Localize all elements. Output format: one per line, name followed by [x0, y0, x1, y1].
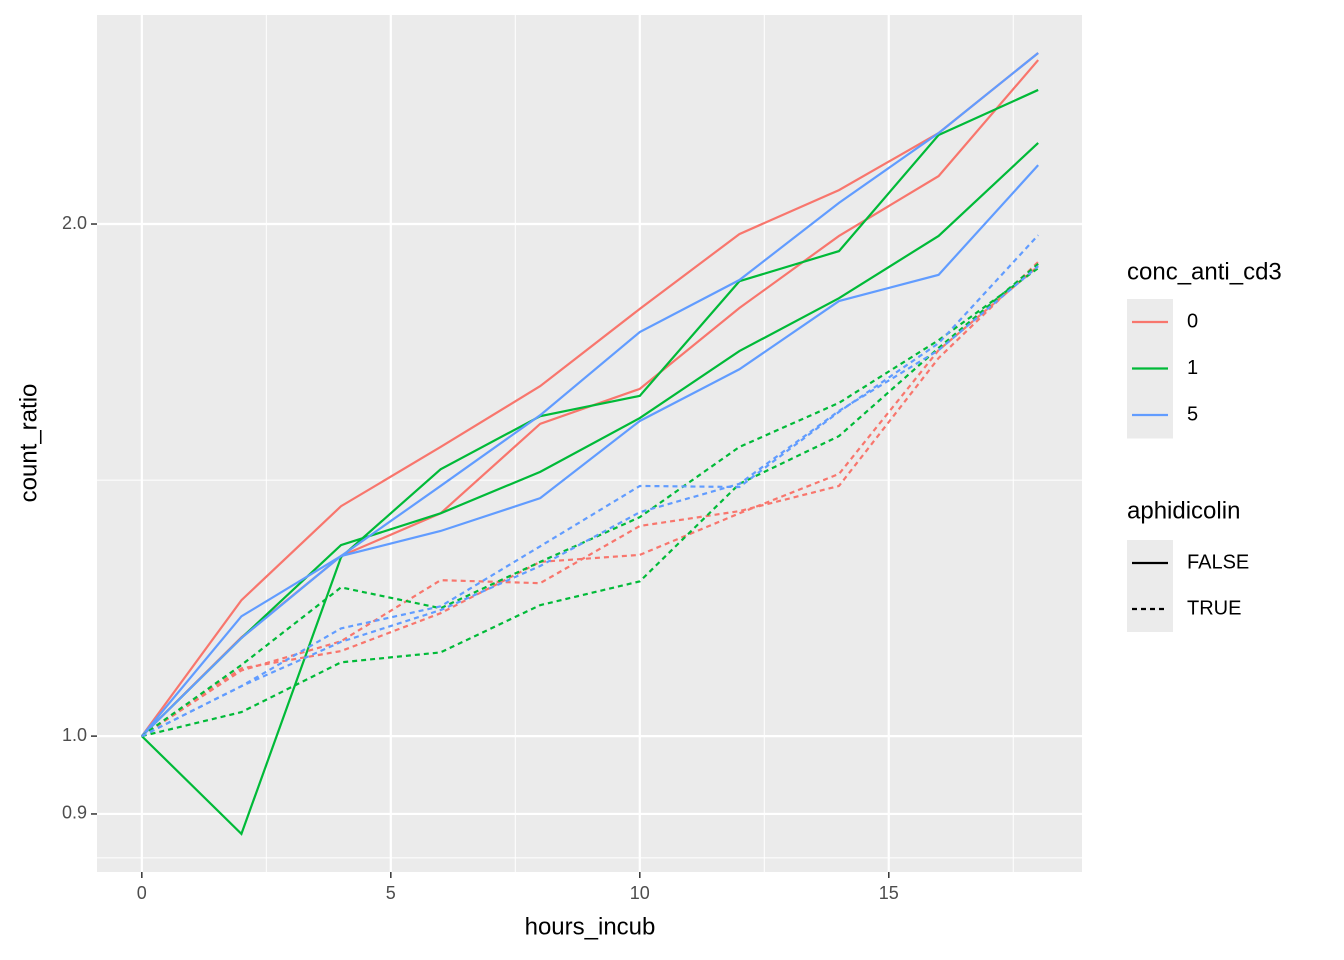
- legend-label: 1: [1187, 357, 1198, 379]
- y-axis-title: count_ratio: [15, 384, 42, 503]
- series-line: [141, 265, 1039, 738]
- panel: [97, 15, 1082, 872]
- series-line: [141, 265, 1039, 738]
- series-line: [140, 52, 1039, 737]
- series-line: [141, 142, 1039, 737]
- legend-title: aphidicolin: [1127, 497, 1240, 524]
- legend-label: FALSE: [1187, 551, 1249, 573]
- series-line: [140, 52, 1039, 737]
- legend-label: TRUE: [1187, 597, 1241, 619]
- legend-label: 0: [1187, 310, 1198, 332]
- series-line: [141, 164, 1039, 737]
- legend-label: 5: [1187, 403, 1198, 425]
- x-axis-title: hours_incub: [525, 913, 656, 940]
- y-tick-label: 2.0: [62, 213, 87, 233]
- x-tick-label: 10: [630, 883, 650, 903]
- y-tick-label: 0.9: [62, 803, 87, 823]
- legend-title: conc_anti_cd3: [1127, 258, 1282, 285]
- y-tick-label: 1.0: [62, 725, 87, 745]
- x-tick-label: 5: [386, 883, 396, 903]
- series-line: [141, 88, 1039, 836]
- x-tick-label: 15: [879, 883, 899, 903]
- series-line: [141, 234, 1039, 738]
- series-line: [141, 261, 1039, 738]
- x-tick-label: 0: [137, 883, 147, 903]
